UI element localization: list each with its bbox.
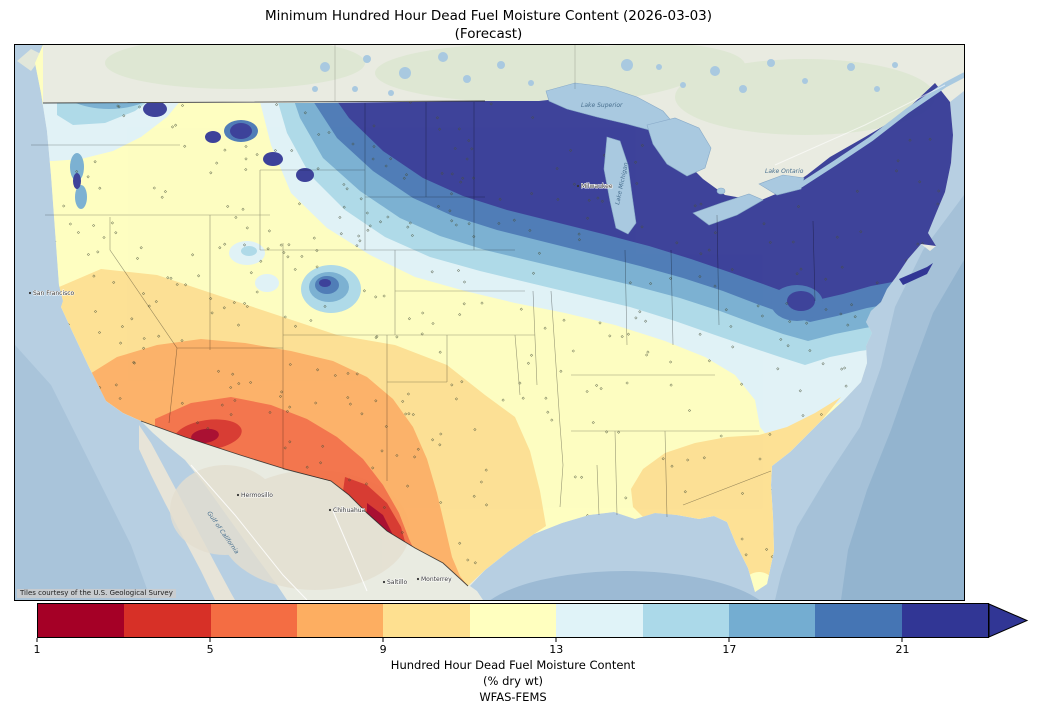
colorbar-tick-label: 1 xyxy=(33,643,41,656)
colorbar-tickmark xyxy=(209,638,211,642)
colorbar-segment xyxy=(469,604,557,637)
map-label-water: Lake Ontario xyxy=(765,168,804,175)
gulf-deep-water xyxy=(490,571,760,600)
vancouver-island xyxy=(17,49,43,71)
lake-erie xyxy=(692,193,764,226)
canada-lakes xyxy=(312,52,898,96)
state-borders xyxy=(31,102,816,518)
colorbar-segment xyxy=(38,604,125,637)
lake-michigan xyxy=(603,136,637,235)
colorbar-segment xyxy=(124,604,211,637)
colorbar-tick-label: 17 xyxy=(722,643,737,656)
colorbar-arrow-shape xyxy=(988,603,1029,638)
city-marker xyxy=(236,493,240,497)
map-label-water: Lake Superior xyxy=(581,102,623,109)
map-label-city: San Francisco xyxy=(33,290,75,297)
st-lawrence-river xyxy=(798,72,964,188)
colorbar-segment xyxy=(556,604,643,637)
canada-terrain-tint xyxy=(105,45,935,135)
map-label-city: Monterrey xyxy=(421,576,452,583)
colorbar-units: (% dry wt) xyxy=(483,674,543,688)
country-borders xyxy=(42,100,486,587)
atlantic-deep-water xyxy=(841,260,964,600)
lake-st-clair xyxy=(716,187,726,195)
colorbar-segment xyxy=(383,604,470,637)
map-label-city: Milwaukee xyxy=(581,183,613,190)
map-label-city: Hermosillo xyxy=(241,492,273,499)
colorbar-segment xyxy=(901,604,988,637)
city-marker xyxy=(328,508,332,512)
figure-subtitle: (Forecast) xyxy=(454,26,523,42)
colorbar-segment xyxy=(728,604,816,637)
colorbar-segment xyxy=(642,604,729,637)
colorbar-tickmark xyxy=(901,638,903,642)
canada-province-borders xyxy=(334,45,576,101)
colorbar-tickmark xyxy=(36,638,38,642)
long-island xyxy=(899,263,933,285)
colorbar-segment xyxy=(210,604,298,637)
colorbar-tickmark xyxy=(728,638,730,642)
colorbar-axis: 1 5 9 13 17 21 xyxy=(33,638,989,660)
colorbar-segment xyxy=(815,604,902,637)
map-label-city: Saltillo xyxy=(387,579,408,586)
figure-title: Minimum Hundred Hour Dead Fuel Moisture … xyxy=(264,8,713,24)
map-label-city: Chihuahua xyxy=(333,507,366,514)
map-panel: San Francisco Lake Superior Lake Michigan L… xyxy=(14,44,965,601)
colorbar-bar xyxy=(37,603,989,638)
canada-roads xyxy=(774,84,946,166)
colorbar-tickmark xyxy=(382,638,384,642)
colorbar-tick-label: 21 xyxy=(895,643,910,656)
colorbar-tickmark xyxy=(555,638,557,642)
colorbar-arrow xyxy=(988,603,1029,638)
source-label: WFAS-FEMS xyxy=(479,690,547,704)
lake-huron xyxy=(646,117,712,177)
colorbar-segment xyxy=(297,604,384,637)
city-marker xyxy=(416,577,420,581)
colorbar-label: Hundred Hour Dead Fuel Moisture Content xyxy=(390,658,636,672)
map-attribution: Tiles courtesy of the U.S. Geological Su… xyxy=(17,589,176,598)
pacific-deep-water xyxy=(15,345,151,600)
city-marker xyxy=(382,580,386,584)
city-marker xyxy=(28,291,32,295)
city-marker xyxy=(576,184,580,188)
colorbar-tick-label: 5 xyxy=(206,643,214,656)
mexico-roads xyxy=(190,464,368,600)
great-lakes xyxy=(545,82,805,235)
colorbar-tick-label: 13 xyxy=(549,643,564,656)
colorbar-tick-label: 9 xyxy=(379,643,387,656)
